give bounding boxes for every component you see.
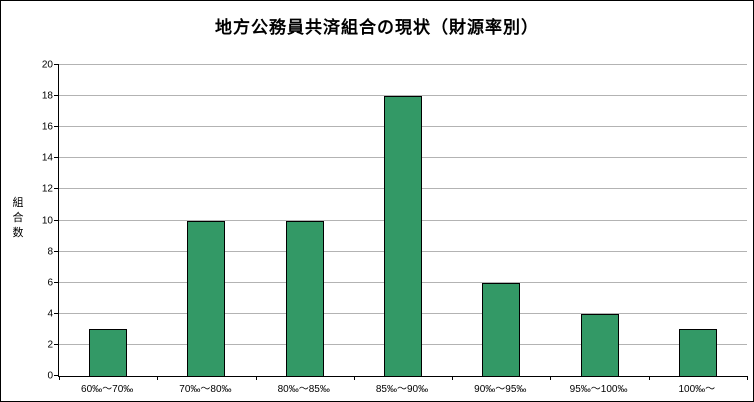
y-axis-tick	[54, 375, 59, 376]
bar-slot	[649, 65, 747, 376]
x-axis-tick	[353, 376, 355, 380]
x-axis-tick	[648, 376, 650, 380]
y-axis-tick-labels: 0 2 4 6 8 10 12 14 16 18 20	[25, 60, 53, 382]
bar-slot	[59, 65, 157, 376]
y-tick-label: 2	[47, 339, 53, 351]
y-tick-label: 12	[41, 183, 53, 195]
x-axis-tick	[157, 376, 159, 380]
x-tick-label: 90‰～95‰	[474, 384, 527, 395]
bar-slot	[354, 65, 452, 376]
y-axis-tick	[54, 281, 59, 283]
y-tick-label: 16	[41, 121, 53, 133]
chart-title: 地方公務員共済組合の現状（財源率別）	[215, 18, 539, 37]
y-axis-tick	[54, 219, 59, 221]
y-axis-tick	[54, 188, 59, 190]
y-axis-tick	[54, 312, 59, 314]
y-tick-label: 8	[47, 246, 53, 258]
x-axis-tick	[255, 376, 257, 380]
x-tick-label: 85‰～90‰	[375, 384, 429, 395]
x-tick-label: 80‰～85‰	[277, 384, 330, 395]
bar-slot	[452, 65, 550, 376]
x-axis-tick-labels: 60‰～70‰ 70‰～80‰ 80‰～85‰ 85‰～90‰ 90‰～95‰ 95‰～1…	[58, 380, 746, 395]
bar	[285, 220, 324, 376]
y-axis-tick	[54, 343, 59, 345]
x-tick-label: 70‰～80‰	[179, 384, 232, 395]
bar-series	[59, 65, 747, 376]
y-tick-label: 10	[41, 215, 53, 226]
bar-slot	[157, 65, 255, 376]
gridline	[59, 95, 747, 97]
bar	[482, 282, 521, 376]
y-tick-label: 4	[47, 308, 53, 320]
bar	[580, 313, 619, 376]
x-tick-label: 95‰～100‰	[569, 384, 628, 395]
y-axis-tick	[54, 95, 59, 97]
y-tick-label: 18	[41, 90, 53, 102]
y-axis-tick	[54, 126, 59, 128]
bar-slot	[550, 65, 648, 376]
y-axis-tick	[54, 64, 59, 65]
x-axis-tick	[747, 376, 748, 380]
y-tick-label: 14	[41, 152, 53, 164]
y-tick-label: 20	[41, 59, 53, 71]
y-axis-tick	[54, 250, 59, 252]
bar	[383, 96, 422, 376]
y-tick-label: 0	[47, 370, 53, 382]
x-axis-tick	[550, 376, 552, 380]
y-tick-label: 6	[47, 277, 53, 289]
bar	[678, 329, 717, 376]
bar	[187, 220, 226, 376]
x-tick-label: 100‰～	[678, 384, 716, 395]
plot-area	[54, 64, 748, 380]
x-tick-label: 60‰～70‰	[81, 384, 134, 395]
x-axis-tick	[59, 376, 60, 380]
bar	[89, 329, 128, 376]
bar-slot	[256, 65, 354, 376]
x-axis-tick	[452, 376, 454, 380]
y-axis-title: 組合数	[11, 196, 23, 242]
y-axis-tick	[54, 157, 59, 159]
gridline	[59, 64, 747, 65]
